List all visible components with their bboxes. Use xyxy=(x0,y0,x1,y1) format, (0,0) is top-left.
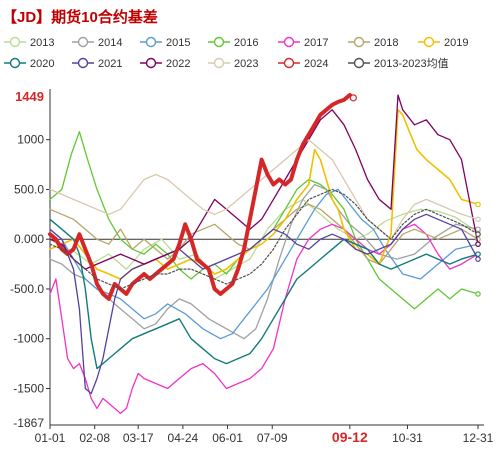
legend-label: 2015 xyxy=(166,37,190,49)
series-end-marker-2023 xyxy=(475,216,481,223)
legend-label: 2017 xyxy=(304,37,328,49)
x-tick-label: 02-08 xyxy=(79,431,110,445)
legend-item-2020: 2020 xyxy=(4,57,54,70)
legend-item-2021: 2021 xyxy=(72,57,122,70)
legend-item-2018: 2018 xyxy=(348,36,398,49)
legend-label: 2023 xyxy=(234,58,258,70)
legend-item-2015: 2015 xyxy=(140,36,190,49)
series-line-2024 xyxy=(48,93,356,301)
series-end-marker-2019 xyxy=(475,201,481,208)
y-tick-label: 1000 xyxy=(17,133,44,147)
series-line-2013 xyxy=(49,198,479,280)
x-tick-label: 10-31 xyxy=(392,431,423,445)
legend-item-2017: 2017 xyxy=(278,36,328,49)
legend-swatch-marker xyxy=(145,36,157,48)
series-end-marker-2013-2023 xyxy=(475,231,481,238)
x-tick-label: 07-09 xyxy=(257,431,288,445)
legend-label: 2013-2023均值 xyxy=(374,57,449,70)
x-tick-label: 04-24 xyxy=(168,431,199,445)
legend-label: 2013 xyxy=(30,37,54,49)
legend-label: 2022 xyxy=(166,58,190,70)
series-end-marker-2022 xyxy=(475,241,481,247)
series-end-marker-2016 xyxy=(475,291,481,297)
x-tick-label: 01-01 xyxy=(35,431,66,445)
legend-swatch-marker xyxy=(213,57,225,69)
legend-item-2014: 2014 xyxy=(72,36,122,49)
legend-label: 2024 xyxy=(304,58,328,70)
legend-swatch-marker xyxy=(145,57,157,69)
series-line-2022 xyxy=(49,94,479,270)
legend-item-2019: 2019 xyxy=(418,36,468,49)
legend-item-2022: 2022 xyxy=(140,57,190,70)
legend-swatch-marker xyxy=(77,36,89,48)
x-tick-label: 06-01 xyxy=(212,431,243,445)
series-end-marker-2021 xyxy=(475,256,481,262)
legend-label: 2016 xyxy=(234,37,258,49)
y-tick-label: 0.000 xyxy=(14,232,44,246)
axes xyxy=(46,89,484,429)
legend-item-2013: 2013 xyxy=(4,36,54,49)
legend-label: 2021 xyxy=(98,58,122,70)
legend: 2013 2014 2015 2016 2017 2018 2019 2020 2021 2022… xyxy=(4,36,468,70)
plot-area xyxy=(48,93,481,415)
y-tick-label: -1000 xyxy=(13,332,44,346)
series-line-2023 xyxy=(49,139,479,240)
y-max-label: 1449 xyxy=(15,89,44,104)
chart-title: 【JD】期货10合约基差 xyxy=(2,8,158,26)
legend-label: 2014 xyxy=(98,37,122,49)
y-tick-label: -1500 xyxy=(13,381,44,395)
legend-swatch-marker xyxy=(77,57,89,69)
series-line-2019 xyxy=(49,109,479,280)
series-end-marker-2024 xyxy=(349,94,357,102)
axis-labels: 1000500.00.000-500.0-1000-15001449-18670… xyxy=(10,89,494,445)
legend-item-2023: 2023 xyxy=(208,57,258,70)
legend-swatch-marker xyxy=(423,36,435,48)
legend-swatch-marker xyxy=(353,36,365,48)
series-end-marker-2014 xyxy=(475,226,481,233)
legend-swatch-marker xyxy=(9,36,21,48)
y-tick-label: 500.0 xyxy=(14,182,44,196)
x-tick-label: 12-31 xyxy=(463,431,494,445)
series-line-2013-2023 xyxy=(49,188,479,290)
legend-item-2024: 2024 xyxy=(278,57,328,70)
legend-swatch-marker xyxy=(213,36,225,48)
legend-label: 2019 xyxy=(444,37,468,49)
legend-item-2013-2023: 2013-2023均值 xyxy=(348,57,449,70)
legend-item-2016: 2016 xyxy=(208,36,258,49)
legend-swatch-marker xyxy=(353,57,365,69)
series-line-2017 xyxy=(49,223,479,415)
series-line-2015 xyxy=(49,188,479,340)
x-tick-label-highlight: 09-12 xyxy=(332,429,368,445)
legend-swatch-marker xyxy=(283,57,295,69)
series-line-2021 xyxy=(49,213,479,395)
legend-label: 2018 xyxy=(374,37,398,49)
legend-label: 2020 xyxy=(30,58,54,70)
x-tick-label: 03-17 xyxy=(123,431,154,445)
legend-swatch-marker xyxy=(9,57,21,69)
legend-swatch-marker xyxy=(283,36,295,48)
y-min-label: -1867 xyxy=(13,416,44,430)
y-tick-label: -500.0 xyxy=(10,282,44,296)
